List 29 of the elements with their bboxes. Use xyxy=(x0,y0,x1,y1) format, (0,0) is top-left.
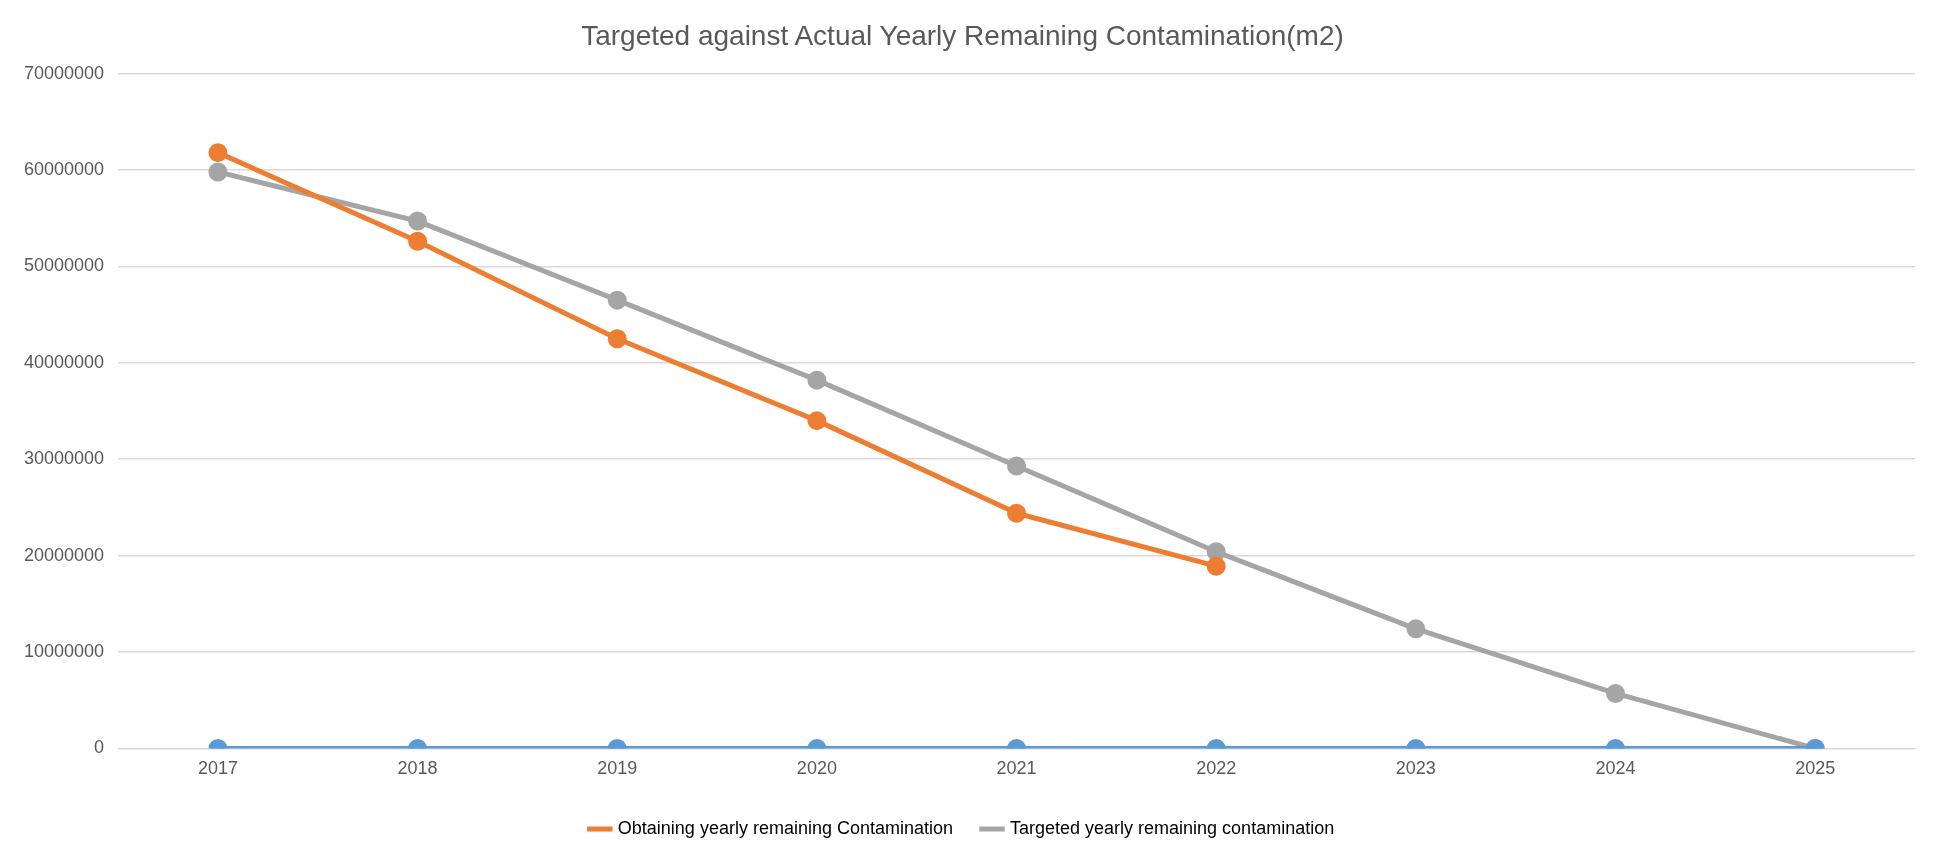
point xyxy=(408,231,428,251)
x-tick-label: 2024 xyxy=(1595,758,1636,779)
point xyxy=(807,370,827,390)
y-tick-label: 50000000 xyxy=(23,255,105,276)
legend-label: Obtaining yearly remaining Contamination xyxy=(617,817,954,838)
point xyxy=(208,162,228,182)
x-tick-label: 2023 xyxy=(1395,758,1436,779)
y-tick-label: 20000000 xyxy=(23,544,105,565)
y-tick-label: 30000000 xyxy=(23,448,105,469)
x-tick-label: 2017 xyxy=(197,758,238,779)
point xyxy=(807,411,827,431)
y-tick-label: 10000000 xyxy=(23,640,105,661)
point xyxy=(607,329,627,349)
chart-title: Targeted against Actual Yearly Remaining Contamination(m2) xyxy=(581,19,1344,51)
point xyxy=(408,211,428,231)
x-tick-label: 2020 xyxy=(796,758,837,779)
point xyxy=(1007,456,1027,476)
point xyxy=(208,143,228,163)
x-tick-label: 2018 xyxy=(397,758,438,779)
x-tick-label: 2022 xyxy=(1196,758,1237,779)
x-tick-label: 2025 xyxy=(1795,758,1836,779)
y-tick-label: 60000000 xyxy=(23,158,105,179)
y-tick-label: 0 xyxy=(94,737,105,758)
y-tick-label: 70000000 xyxy=(23,62,105,83)
x-tick-label: 2021 xyxy=(996,758,1037,779)
point xyxy=(607,290,627,310)
y-tick-label: 40000000 xyxy=(23,351,105,372)
legend-label: Targeted yearly remaining contamination xyxy=(1010,817,1335,838)
x-tick-label: 2019 xyxy=(597,758,638,779)
